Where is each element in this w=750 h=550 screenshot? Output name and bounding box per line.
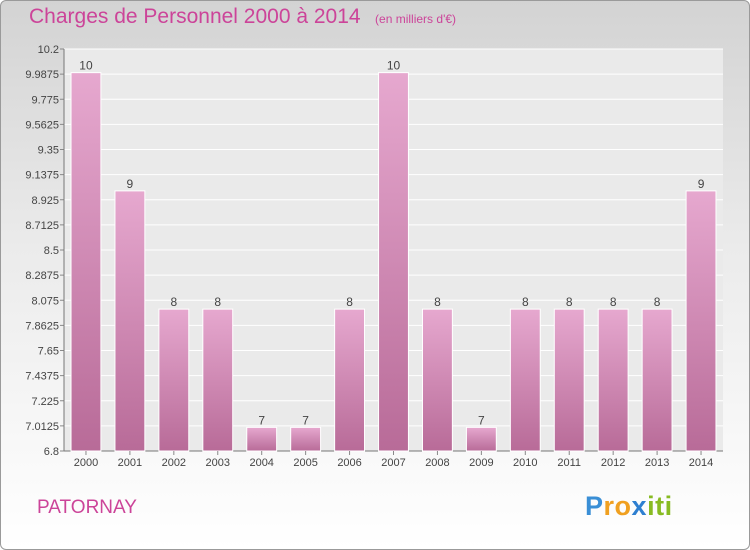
y-tick-label: 8.7125: [25, 220, 59, 232]
data-label: 7: [478, 413, 485, 427]
y-tick-label: 6.8: [44, 446, 59, 458]
bar: [114, 190, 146, 452]
logo-letter: o: [614, 491, 632, 521]
commune-name: PATORNAY: [37, 497, 137, 518]
y-tick-label: 9.9875: [25, 69, 59, 81]
x-tick-label: 2005: [293, 457, 317, 469]
data-label: 10: [387, 59, 401, 73]
x-tick-label: 2013: [645, 457, 669, 469]
bar: [158, 308, 190, 452]
bar: [509, 308, 541, 452]
y-tick-label: 8.2875: [25, 270, 59, 282]
data-label: 8: [566, 295, 573, 309]
bar: [334, 308, 366, 452]
bar: [290, 426, 322, 452]
bar: [685, 190, 717, 452]
x-tick-label: 2008: [425, 457, 449, 469]
data-label: 8: [214, 295, 221, 309]
bar: [70, 72, 102, 452]
y-tick-label: 8.075: [31, 295, 59, 307]
logo-letter: t: [655, 491, 665, 521]
data-label: 9: [127, 177, 134, 191]
data-label: 8: [654, 295, 661, 309]
x-tick-label: 2012: [601, 457, 625, 469]
bar: [378, 72, 409, 452]
y-tick-label: 10.2: [38, 44, 59, 56]
x-tick-label: 2014: [689, 457, 713, 469]
x-tick-label: 2010: [513, 457, 537, 469]
bar: [246, 426, 278, 452]
bar: [421, 308, 453, 452]
y-tick-label: 7.225: [31, 396, 59, 408]
data-label: 7: [258, 413, 265, 427]
y-tick-label: 9.35: [38, 145, 59, 157]
data-label: 8: [610, 295, 617, 309]
y-tick-label: 8.925: [31, 195, 59, 207]
y-tick-label: 7.8625: [25, 320, 59, 332]
data-label: 8: [434, 295, 441, 309]
proxiti-logo: Proxiti: [585, 491, 673, 522]
x-tick-label: 2004: [249, 457, 273, 469]
data-label: 8: [522, 295, 529, 309]
x-tick-label: 2007: [381, 457, 405, 469]
y-tick-label: 9.1375: [25, 170, 59, 182]
data-label: 9: [698, 177, 705, 191]
x-tick-label: 2002: [162, 457, 186, 469]
x-tick-label: 2011: [557, 457, 581, 469]
bar: [553, 308, 585, 452]
data-label: 8: [170, 295, 177, 309]
logo-letter: i: [664, 491, 673, 521]
x-tick-label: 2006: [337, 457, 361, 469]
logo-letter: r: [603, 491, 615, 521]
chart-subtitle: (en milliers d'€): [375, 12, 457, 26]
bar: [202, 308, 234, 452]
logo-letter: P: [585, 491, 604, 521]
y-tick-label: 9.775: [31, 94, 59, 106]
bar: [465, 426, 497, 452]
bar: [597, 308, 629, 452]
data-label: 10: [79, 59, 93, 73]
y-tick-label: 7.65: [38, 346, 59, 358]
chart-title: Charges de Personnel 2000 à 2014: [29, 5, 361, 28]
y-tick-label: 7.4375: [25, 371, 59, 383]
y-tick-label: 7.0125: [25, 421, 59, 433]
bar: [641, 308, 673, 452]
x-tick-label: 2009: [469, 457, 493, 469]
data-label: 8: [346, 295, 353, 309]
title-row: Charges de Personnel 2000 à 2014 (en mil…: [29, 5, 456, 29]
data-label: 7: [302, 413, 309, 427]
x-tick-label: 2000: [74, 457, 98, 469]
x-tick-label: 2001: [118, 457, 142, 469]
logo-letter: i: [647, 491, 656, 521]
x-tick-label: 2003: [206, 457, 230, 469]
y-tick-label: 9.5625: [25, 119, 59, 131]
y-tick-label: 8.5: [44, 245, 59, 257]
logo-letter: x: [631, 491, 648, 521]
